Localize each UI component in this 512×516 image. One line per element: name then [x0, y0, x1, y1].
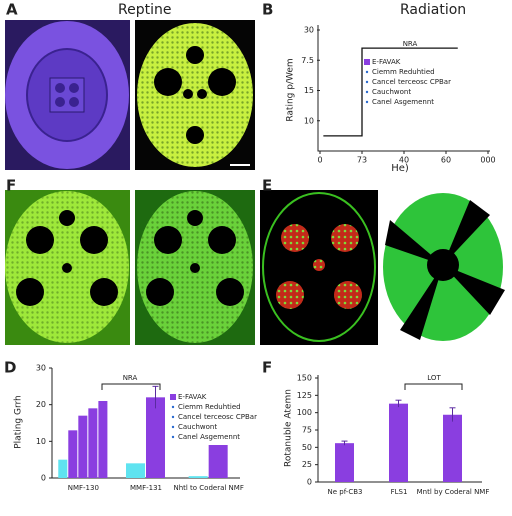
annotation: NRA — [123, 374, 138, 382]
y-tick-label: 100 — [297, 408, 312, 417]
panel-label: D — [4, 359, 16, 377]
panel-title: Radiation — [400, 2, 466, 18]
legend-label: Ciemm Reduhtied — [372, 68, 435, 76]
bar — [98, 401, 108, 478]
legend-label: E-FAVAK — [178, 393, 207, 401]
micrograph-e — [260, 190, 507, 345]
y-axis-label: Plating Grrh — [14, 395, 24, 449]
y-tick-label: 15 — [304, 86, 314, 95]
legend-label: Canel Asgemennt — [372, 98, 434, 106]
bar — [126, 463, 145, 478]
x-tick-label: 73 — [357, 156, 367, 165]
bar — [389, 403, 408, 482]
legend-bullet — [171, 415, 175, 419]
x-axis-label: He) — [391, 163, 409, 174]
panel-label: A — [6, 1, 18, 19]
legend-bullet — [365, 70, 369, 74]
y-axis-label: Rating p/Wem — [286, 58, 296, 121]
y-tick-label: 7.5 — [301, 56, 314, 65]
legend-label: Cancel terceosc CPBar — [372, 78, 451, 86]
x-tick-label: FLS1 — [391, 488, 408, 496]
y-tick-label: 10 — [304, 116, 314, 125]
panel-label: E — [262, 177, 272, 195]
legend-label: Ciemm Reduhtied — [178, 403, 241, 411]
panel-label: B — [262, 1, 273, 19]
micrograph-a — [5, 20, 255, 170]
bar — [146, 397, 165, 478]
y-tick-label: 0 — [307, 478, 312, 487]
y-axis-label: Rotanuble Atemn — [284, 389, 294, 467]
x-tick-label: Mntl by Coderal NMF — [417, 488, 490, 496]
legend-bullet — [171, 405, 175, 409]
panel-title: Reptine — [118, 2, 171, 18]
y-tick-label: 150 — [297, 374, 312, 383]
x-tick-label: MMF-131 — [130, 484, 162, 492]
legend-bullet — [365, 100, 369, 104]
bar — [188, 476, 208, 478]
bar — [58, 459, 68, 478]
line-series — [323, 47, 458, 137]
x-tick-label: NMF-130 — [68, 484, 99, 492]
legend-swatch — [170, 394, 176, 400]
legend-label: Cauchwont — [178, 423, 217, 431]
x-tick-label: Nhtl to Coderal NMF — [173, 484, 243, 492]
legend-bullet — [365, 80, 369, 84]
panel-label: F — [262, 359, 272, 377]
x-tick-label: 60 — [441, 156, 451, 165]
panel-label: F — [6, 177, 16, 195]
y-tick-label: 30 — [304, 26, 314, 35]
bar — [335, 443, 354, 482]
x-tick-label: 000 — [480, 156, 495, 165]
micrograph-f — [5, 190, 255, 345]
bar — [68, 430, 78, 478]
legend-label: Cancel terceosc CPBar — [178, 413, 257, 421]
y-tick-label: 75 — [302, 426, 312, 435]
y-tick-label: 50 — [302, 443, 312, 452]
legend-label: Canel Asgemennt — [178, 433, 240, 441]
bar — [78, 415, 88, 478]
x-tick-label: 0 — [317, 156, 322, 165]
legend-swatch — [364, 59, 370, 65]
y-tick-label: 25 — [302, 460, 312, 469]
legend-bullet — [365, 90, 369, 94]
y-tick-label: 20 — [36, 400, 46, 409]
annotation: LOT — [427, 374, 441, 382]
legend-bullet — [171, 425, 175, 429]
bar — [208, 445, 228, 478]
bar — [88, 408, 98, 478]
y-tick-label: 10 — [36, 437, 46, 446]
y-tick-label: 0 — [41, 474, 46, 483]
y-tick-label: 125 — [297, 391, 312, 400]
bar — [443, 414, 462, 482]
x-tick-label: Ne pf-CB3 — [328, 488, 363, 496]
legend-label: Cauchwont — [372, 88, 411, 96]
legend-bullet — [171, 435, 175, 439]
legend-label: E-FAVAK — [372, 58, 401, 66]
annotation: NRA — [403, 40, 418, 48]
x-tick-label: 40 — [399, 156, 409, 165]
y-tick-label: 30 — [36, 364, 46, 373]
